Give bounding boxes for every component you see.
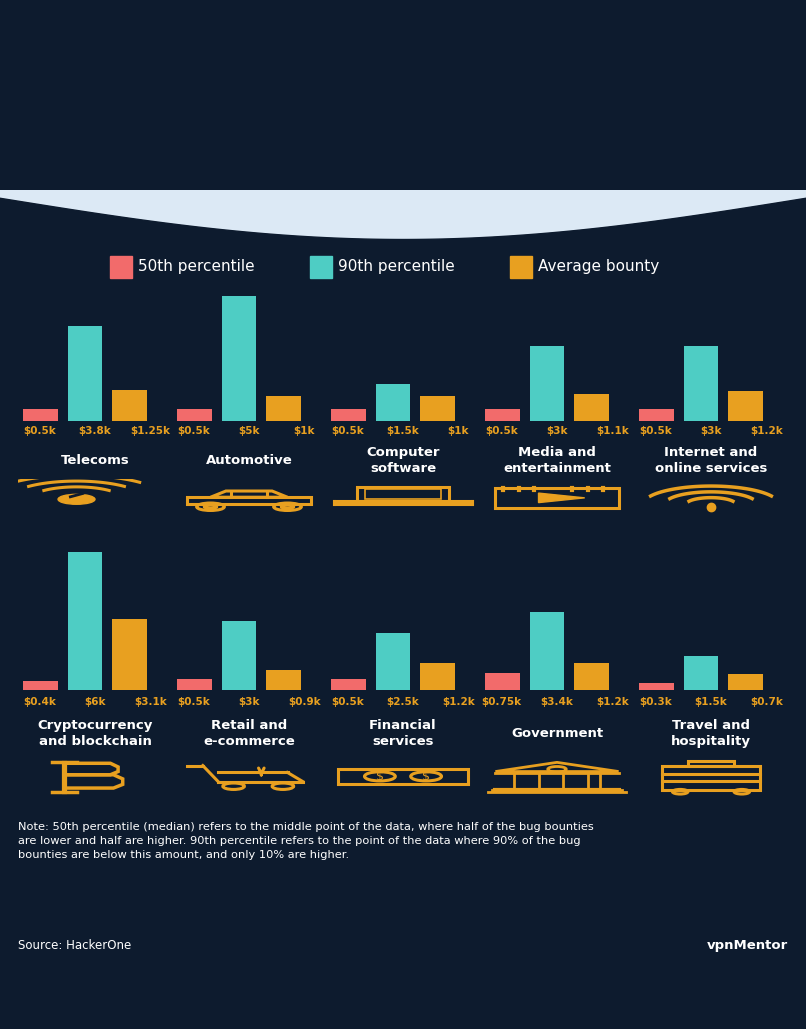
Bar <box>23 409 57 421</box>
Bar <box>266 396 301 421</box>
Text: $0.5k: $0.5k <box>639 426 672 436</box>
Text: $0.5k: $0.5k <box>331 426 364 436</box>
Bar <box>574 394 609 421</box>
Bar <box>376 633 410 690</box>
Text: $1.5k: $1.5k <box>695 697 727 707</box>
Bar <box>177 679 211 690</box>
Text: $1.2k: $1.2k <box>442 697 475 707</box>
Text: Comparison of Median, 90th Percentile, and: Comparison of Median, 90th Percentile, a… <box>6 60 800 91</box>
Text: $1k: $1k <box>447 426 469 436</box>
Bar <box>485 409 520 421</box>
Text: vpnMentor: vpnMentor <box>707 939 788 952</box>
Text: Government: Government <box>511 728 603 740</box>
Text: $: $ <box>376 770 384 783</box>
Bar <box>222 622 256 690</box>
Bar <box>331 409 365 421</box>
Text: 50th percentile: 50th percentile <box>138 259 255 275</box>
Bar <box>266 670 301 690</box>
Bar <box>177 409 211 421</box>
Text: $3k: $3k <box>546 426 567 436</box>
Bar <box>420 663 455 690</box>
Text: $1k: $1k <box>293 426 315 436</box>
Circle shape <box>58 494 95 504</box>
Bar <box>683 346 718 421</box>
Polygon shape <box>538 493 584 502</box>
Bar <box>729 674 762 690</box>
Text: $5k: $5k <box>239 426 260 436</box>
Bar <box>112 618 147 690</box>
Text: $0.5k: $0.5k <box>23 426 56 436</box>
Text: Average bounty: Average bounty <box>538 259 659 275</box>
Text: $1.25k: $1.25k <box>131 426 170 436</box>
Text: $0.9k: $0.9k <box>288 697 321 707</box>
Bar <box>530 612 564 690</box>
Bar <box>331 679 365 690</box>
Text: Computer
software: Computer software <box>366 446 440 474</box>
Text: $0.5k: $0.5k <box>177 697 210 707</box>
Text: $1.2k: $1.2k <box>750 426 783 436</box>
Text: Internet and
online services: Internet and online services <box>654 446 767 474</box>
Bar <box>639 409 674 421</box>
Text: Travel and
hospitality: Travel and hospitality <box>671 719 751 748</box>
Bar <box>310 256 332 278</box>
Text: Automotive: Automotive <box>206 454 293 467</box>
Text: $6k: $6k <box>85 697 106 707</box>
Text: $0.5k: $0.5k <box>177 426 210 436</box>
Text: $0.5k: $0.5k <box>331 697 364 707</box>
Bar <box>639 683 674 690</box>
Text: Cryptocurrency
and blockchain: Cryptocurrency and blockchain <box>37 719 152 748</box>
Bar <box>530 346 564 421</box>
Text: $1.1k: $1.1k <box>596 426 629 436</box>
Bar <box>110 256 132 278</box>
Text: $3.4k: $3.4k <box>541 697 573 707</box>
Bar <box>222 296 256 421</box>
Text: $0.4k: $0.4k <box>23 697 56 707</box>
Text: $3.8k: $3.8k <box>79 426 111 436</box>
Bar <box>68 552 102 690</box>
Text: $0.5k: $0.5k <box>485 426 518 436</box>
Text: $3.1k: $3.1k <box>134 697 167 707</box>
Text: $0.3k: $0.3k <box>639 697 672 707</box>
Text: Media and
entertainment: Media and entertainment <box>503 446 611 474</box>
Text: Note: 50th percentile (median) refers to the middle point of the data, where hal: Note: 50th percentile (median) refers to… <box>18 822 594 860</box>
Bar <box>510 256 532 278</box>
Text: Telecoms: Telecoms <box>60 454 130 467</box>
Bar <box>23 681 57 690</box>
Bar <box>729 391 762 421</box>
Text: $3k: $3k <box>239 697 260 707</box>
Text: $: $ <box>422 770 430 783</box>
Bar <box>683 655 718 690</box>
Text: 90th percentile: 90th percentile <box>338 259 455 275</box>
Bar <box>574 663 609 690</box>
Bar <box>485 673 520 690</box>
Text: $1.5k: $1.5k <box>387 426 419 436</box>
Text: $1.2k: $1.2k <box>596 697 629 707</box>
Text: Source: HackerOne: Source: HackerOne <box>18 939 131 952</box>
Bar <box>420 396 455 421</box>
Text: Financial
services: Financial services <box>369 719 437 748</box>
Bar <box>376 384 410 421</box>
Text: $0.75k: $0.75k <box>481 697 521 707</box>
Text: $2.5k: $2.5k <box>387 697 419 707</box>
Bar <box>112 390 147 421</box>
Text: Average HackerOne Bug Bounties, 2023: Average HackerOne Bug Bounties, 2023 <box>44 109 762 141</box>
Text: Retail and
e-commerce: Retail and e-commerce <box>203 719 295 748</box>
Text: $3k: $3k <box>700 426 721 436</box>
Text: $0.7k: $0.7k <box>750 697 783 707</box>
Bar <box>68 326 102 421</box>
